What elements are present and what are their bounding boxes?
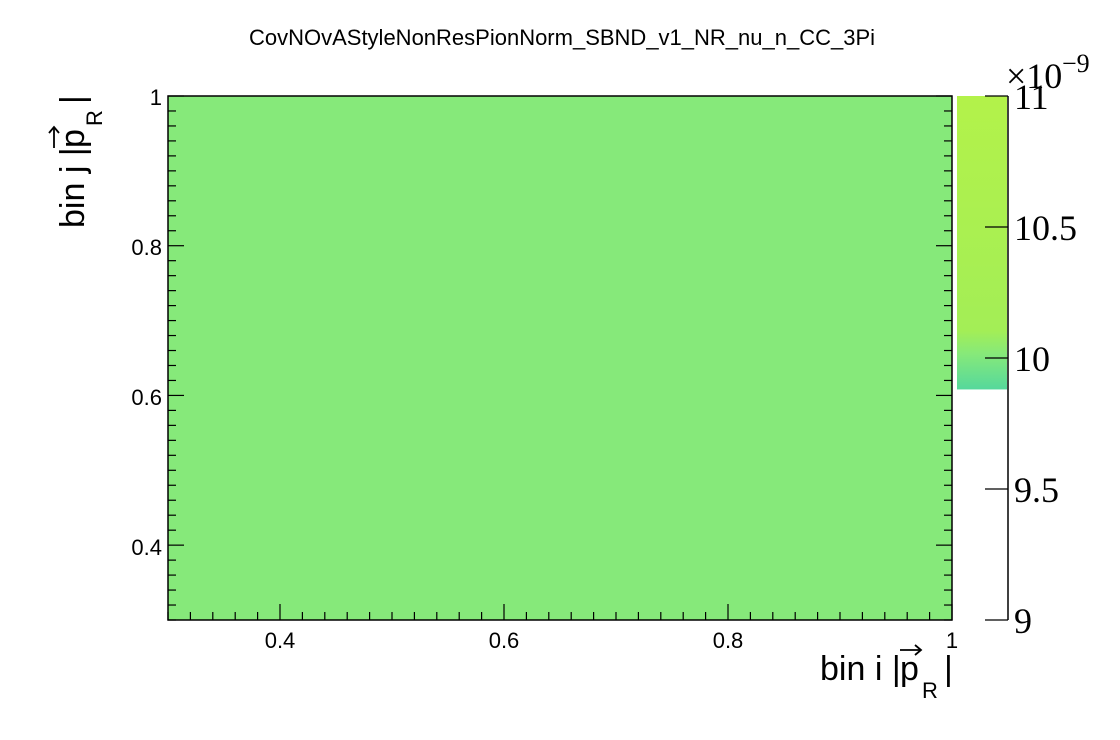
plot-area: [167, 95, 953, 621]
plot-frame: [167, 95, 953, 621]
vector-arrow-icon: [900, 644, 923, 656]
color-bar-tick-label: 10: [1014, 339, 1050, 379]
x-tick-label: 1: [946, 628, 958, 653]
x-axis-label: bin i | p R |: [820, 644, 953, 703]
color-bar-tick-label: 10.5: [1014, 208, 1077, 248]
color-bar-tick-label: 9.5: [1014, 470, 1059, 510]
y-tick-label: 0.4: [131, 535, 162, 560]
color-bar-exponent: −9: [1062, 49, 1090, 78]
x-axis-ticks: [167, 604, 953, 620]
svg-text:p: p: [54, 129, 92, 148]
color-bar-fill: [957, 96, 1007, 390]
chart-title: CovNOvAStyleNonResPionNorm_SBND_v1_NR_nu…: [249, 25, 875, 50]
x-tick-labels: 0.4 0.6 0.8 1: [265, 628, 958, 653]
y-axis-label: bin j | p R |: [48, 95, 107, 228]
y-tick-label: 0.8: [131, 235, 162, 260]
svg-text:bin j |: bin j |: [54, 147, 92, 228]
y-tick-labels: 0.4 0.6 0.8 1: [131, 85, 162, 560]
svg-text:R: R: [82, 110, 107, 126]
x-tick-label: 0.6: [489, 628, 520, 653]
vector-arrow-icon: [48, 125, 60, 148]
color-bar: 9 9.5 10 10.5 11 ×10 −9: [957, 49, 1090, 641]
color-bar-tick-labels: 9 9.5 10 10.5 11: [1014, 77, 1077, 641]
color-bar-ticks: [985, 95, 1008, 621]
color-bar-tick-label: 9: [1014, 601, 1032, 641]
x-tick-label: 0.4: [265, 628, 296, 653]
svg-text:R: R: [922, 678, 938, 703]
y-tick-label: 1: [150, 85, 162, 110]
x-tick-label: 0.8: [713, 628, 744, 653]
y-axis-ticks: [168, 95, 952, 621]
y-tick-label: 0.6: [131, 385, 162, 410]
svg-text:|: |: [54, 95, 92, 104]
svg-text:bin i |: bin i |: [820, 650, 901, 688]
svg-text:p: p: [900, 650, 919, 688]
heatmap-cell: [168, 96, 952, 620]
color-bar-exponent-base: ×10: [1006, 56, 1062, 96]
color-bar-tick-label: 11: [1014, 77, 1049, 117]
svg-text:|: |: [944, 650, 953, 688]
